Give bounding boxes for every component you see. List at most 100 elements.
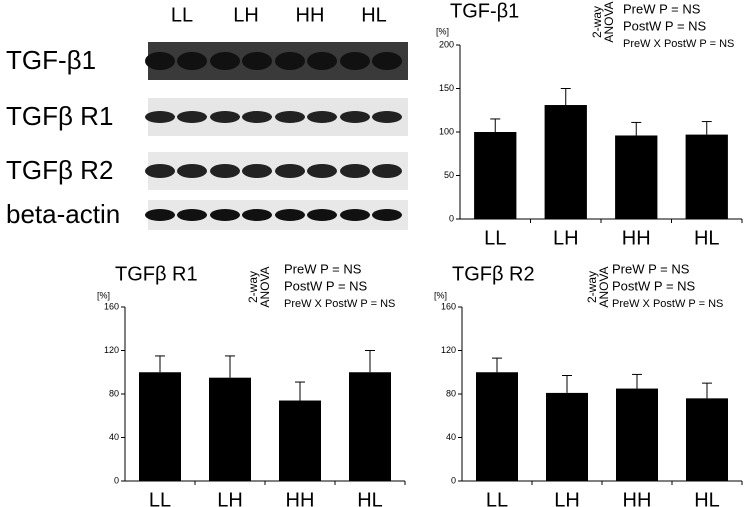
y-tick-label: 40 — [446, 432, 456, 442]
blot-band — [145, 164, 175, 178]
y-tick-label: 40 — [109, 432, 119, 442]
western-blot — [148, 42, 408, 230]
x-tick-label: HL — [694, 227, 720, 249]
bar — [615, 135, 658, 219]
y-tick-label: 50 — [444, 170, 454, 180]
blot-band — [177, 111, 207, 123]
bar — [616, 388, 658, 481]
x-tick-label: LH — [554, 489, 580, 507]
bar — [349, 372, 391, 481]
blot-band — [372, 209, 402, 221]
lane-label: LL — [171, 4, 193, 26]
bar — [139, 372, 181, 481]
y-tick-label: 100 — [439, 126, 454, 136]
x-tick-label: HL — [694, 489, 720, 507]
annotation: 2-way — [585, 271, 599, 303]
stat-line: PreW X PostW P = NS — [612, 298, 723, 310]
blot-band — [242, 52, 272, 70]
stat-line: PostW P = NS — [623, 18, 707, 33]
bar — [546, 392, 588, 481]
blot-row-label: TGFβ R2 — [6, 155, 113, 185]
blot-band — [242, 111, 272, 123]
y-tick-label: 80 — [109, 388, 119, 398]
x-tick-label: HH — [623, 489, 652, 507]
blot-band — [210, 209, 240, 221]
blot-band — [307, 52, 337, 70]
chart-title: TGFβ R2 — [452, 263, 535, 285]
blot-band — [210, 111, 240, 123]
y-tick-label: 120 — [104, 345, 119, 355]
y-tick-label: 160 — [441, 301, 456, 311]
blot-band — [177, 164, 207, 178]
stat-line: PreW X PostW P = NS — [284, 298, 395, 310]
chart-title: TGFβ R1 — [115, 263, 198, 285]
blot-band — [177, 209, 207, 221]
stat-line: PreW X PostW P = NS — [623, 38, 734, 50]
blot-band — [340, 209, 370, 221]
blot-band — [145, 52, 175, 70]
blot-band — [275, 164, 305, 178]
blot-band — [372, 111, 402, 123]
annotation: 2-way — [246, 271, 260, 303]
blot-band — [372, 52, 402, 70]
y-unit: [%] — [434, 290, 447, 300]
blot-band — [242, 209, 272, 221]
x-tick-label: LL — [149, 489, 171, 507]
chart-title: TGF-β1 — [450, 0, 519, 22]
blot-row-label: beta-actin — [6, 199, 120, 229]
stat-line: PostW P = NS — [284, 278, 368, 293]
stat-line: PreW P = NS — [612, 261, 690, 276]
blot-band — [145, 111, 175, 123]
blot-band — [340, 164, 370, 178]
stat-line: PreW P = NS — [623, 1, 701, 16]
lane-label: HL — [361, 4, 387, 26]
blot-band — [372, 164, 402, 178]
blot-band — [340, 111, 370, 123]
bar — [685, 134, 728, 219]
y-tick-label: 160 — [104, 301, 119, 311]
blot-band — [210, 164, 240, 178]
annotation: ANOVA — [602, 1, 616, 42]
y-tick-label: 120 — [441, 345, 456, 355]
x-tick-label: LL — [486, 489, 508, 507]
y-tick-label: 80 — [446, 388, 456, 398]
blot-band — [145, 209, 175, 221]
x-tick-label: HH — [622, 227, 651, 249]
y-unit: [%] — [436, 26, 449, 36]
x-tick-label: HH — [286, 489, 315, 507]
bar — [476, 372, 518, 481]
bar — [686, 398, 728, 481]
lane-label: HH — [296, 4, 325, 26]
x-tick-label: LH — [553, 227, 579, 249]
blot-row-label: TGF-β1 — [6, 45, 96, 75]
blot-band — [275, 209, 305, 221]
bar — [279, 400, 321, 481]
y-tick-label: 0 — [114, 475, 119, 485]
blot-band — [307, 209, 337, 221]
stat-line: PreW P = NS — [284, 261, 362, 276]
annotation: 2-way — [590, 6, 604, 38]
blot-band — [210, 52, 240, 70]
blot-band — [275, 52, 305, 70]
x-tick-label: LL — [484, 227, 506, 249]
blot-row-label: TGFβ R1 — [6, 101, 113, 131]
bar — [474, 132, 517, 219]
x-tick-label: LH — [217, 489, 243, 507]
annotation: ANOVA — [258, 266, 272, 307]
lane-label: LH — [233, 4, 259, 26]
blot-band — [275, 111, 305, 123]
blot-band — [307, 164, 337, 178]
y-tick-label: 0 — [449, 213, 454, 223]
blot-band — [340, 52, 370, 70]
annotation: ANOVA — [597, 266, 611, 307]
blot-band — [307, 111, 337, 123]
stat-line: PostW P = NS — [612, 278, 696, 293]
bar — [209, 377, 251, 481]
blot-band — [177, 52, 207, 70]
x-tick-label: HL — [357, 489, 383, 507]
bar — [544, 105, 587, 219]
